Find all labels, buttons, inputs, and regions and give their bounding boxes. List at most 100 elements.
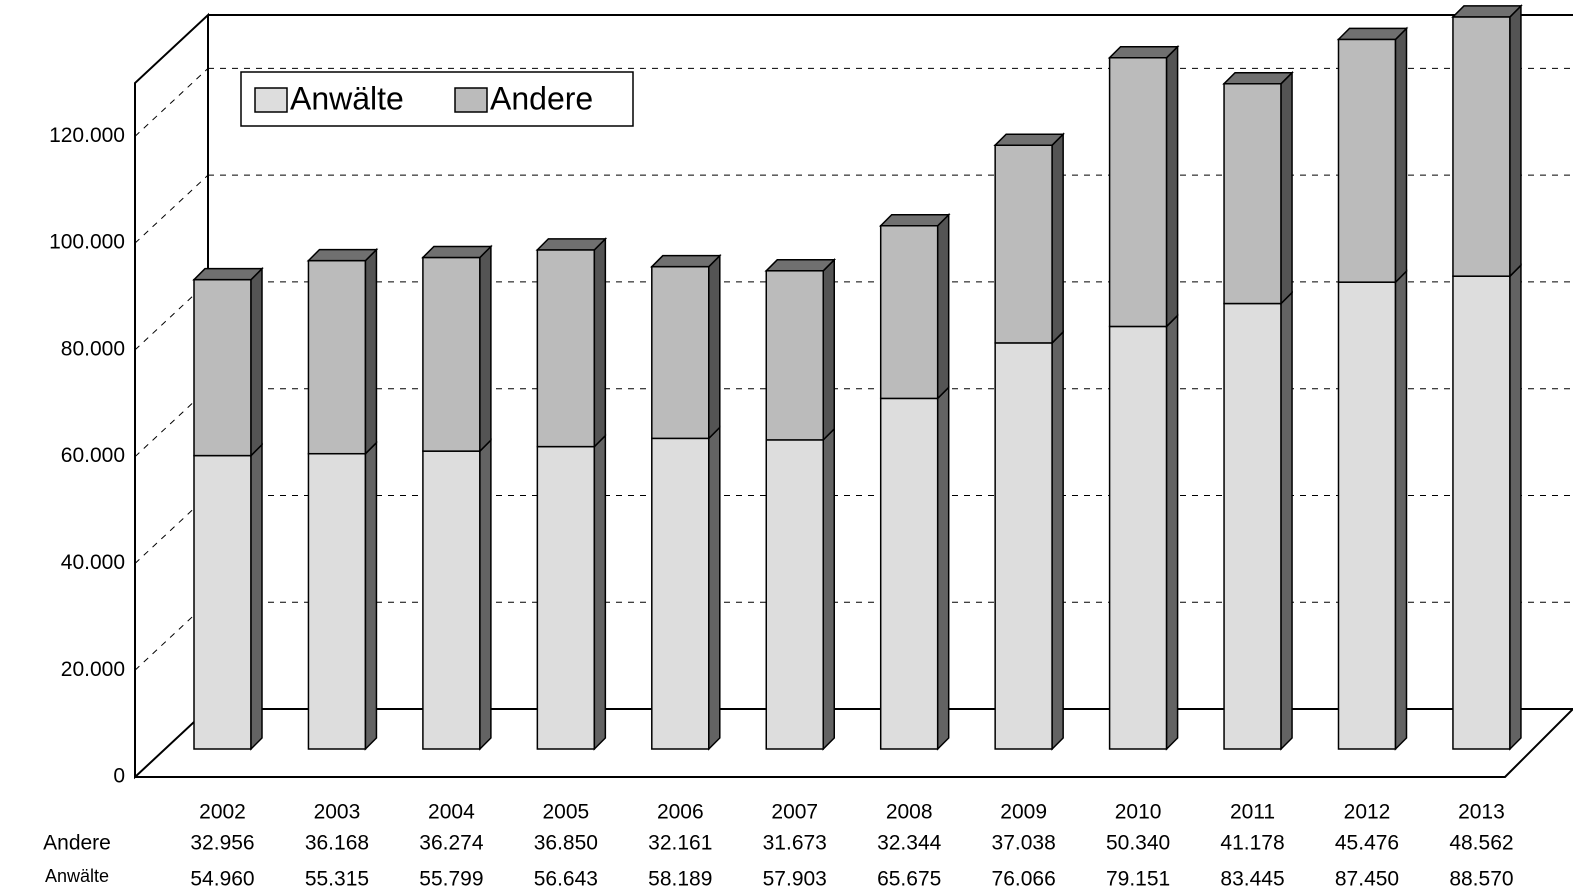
bar-side <box>479 438 492 751</box>
bar-side <box>593 237 607 449</box>
bar-top <box>1222 71 1294 85</box>
bar-front <box>879 397 939 750</box>
bar-front <box>1108 56 1168 328</box>
bar-side <box>1509 263 1522 751</box>
bar-front <box>193 278 252 457</box>
table-value: 56.643 <box>534 868 598 891</box>
table-value: 87.450 <box>1335 868 1399 891</box>
bar-side <box>250 442 263 751</box>
table-value: 54.960 <box>190 868 254 891</box>
table-row-label: Andere <box>43 832 111 855</box>
x-tick-label: 2007 <box>771 801 818 824</box>
bar-top <box>1451 5 1523 18</box>
bar-side <box>364 440 378 751</box>
legend-label: Anwälte <box>290 80 404 116</box>
bar-top <box>535 238 608 251</box>
bar-side <box>1165 44 1179 329</box>
bar-front <box>651 265 710 440</box>
x-tick-label: 2011 <box>1230 801 1275 824</box>
bar <box>1223 290 1293 751</box>
x-tick-label: 2010 <box>1115 801 1162 824</box>
bar-side <box>479 244 492 453</box>
bar-side <box>1394 269 1408 751</box>
bar-side <box>364 247 378 456</box>
grid-line <box>134 494 1573 564</box>
table-value: 36.274 <box>419 832 484 855</box>
y-tick-label: 40.000 <box>61 551 125 574</box>
y-tick-label: 60.000 <box>61 444 125 467</box>
bar-front <box>1337 281 1397 750</box>
bar <box>193 442 263 751</box>
bar-side <box>1165 313 1179 751</box>
x-tick-label: 2002 <box>199 801 246 824</box>
table-value: 36.850 <box>534 832 598 855</box>
bar-top <box>878 213 951 227</box>
bar-top <box>421 245 493 259</box>
bar-front <box>1223 302 1282 750</box>
legend: Anwälte Andere <box>240 71 634 127</box>
table-value: 31.673 <box>763 832 827 855</box>
bar-top <box>993 133 1065 146</box>
table-value: 50.340 <box>1106 832 1170 855</box>
bar-side <box>1280 290 1293 751</box>
bar-top <box>764 259 837 272</box>
table-value: 55.799 <box>419 868 483 891</box>
grid-line <box>134 67 1573 137</box>
table-value: 48.562 <box>1449 832 1513 855</box>
bar-side <box>1509 4 1522 278</box>
legend-label: Andere <box>490 80 593 116</box>
grid-line-side <box>134 495 209 564</box>
bar <box>765 427 835 751</box>
x-tick-label: 2008 <box>886 801 933 824</box>
bar-side <box>1280 70 1293 306</box>
bar <box>536 433 607 751</box>
floor-front <box>135 708 1573 778</box>
bar-front <box>765 270 824 441</box>
bar-side <box>1394 26 1408 284</box>
bar-top <box>192 267 264 281</box>
bar-front <box>1452 275 1511 750</box>
bar <box>1222 70 1294 306</box>
bar-top <box>649 254 722 268</box>
bar-top <box>306 248 379 262</box>
table-value: 58.189 <box>648 868 712 891</box>
bar <box>1451 4 1523 278</box>
grid-line <box>134 281 1573 351</box>
bar <box>993 132 1065 345</box>
table-value: 45.476 <box>1335 832 1399 855</box>
y-tick-label: 120.000 <box>49 124 125 147</box>
bar <box>1336 26 1409 284</box>
bar-side <box>822 257 835 442</box>
bar <box>879 385 950 751</box>
bar <box>192 266 264 458</box>
y-tick-label: 0 <box>113 765 125 788</box>
bar-front <box>1452 16 1511 277</box>
bar-front <box>1108 325 1168 750</box>
bar-front <box>994 342 1053 750</box>
bar-front <box>879 224 939 400</box>
table-value: 88.570 <box>1449 868 1513 891</box>
bar-front <box>422 450 481 750</box>
bar-front <box>536 445 596 750</box>
table-row-label: Anwälte <box>45 866 109 886</box>
bar-side <box>1051 132 1064 345</box>
legend-box <box>240 71 634 127</box>
bar-front <box>765 439 824 750</box>
bar <box>535 237 608 449</box>
table-value: 79.151 <box>1106 868 1170 891</box>
grid-line-side <box>134 601 209 671</box>
table-value: 83.445 <box>1220 868 1284 891</box>
table-value: 57.903 <box>763 868 827 891</box>
bar <box>649 253 722 441</box>
bar-top <box>1336 27 1409 41</box>
bar-top <box>1107 45 1180 59</box>
bar <box>1108 313 1179 751</box>
bar <box>651 425 721 751</box>
grid-line <box>134 174 1573 244</box>
table-value: 37.038 <box>992 832 1056 855</box>
bar-front <box>307 259 367 455</box>
table-value: 32.956 <box>190 832 254 855</box>
bar-front <box>1223 82 1282 305</box>
grid-line-side <box>134 174 209 244</box>
